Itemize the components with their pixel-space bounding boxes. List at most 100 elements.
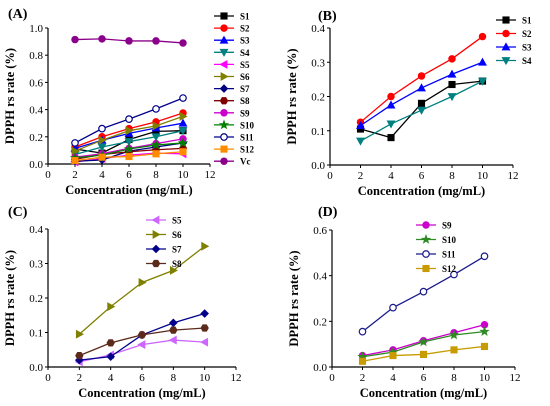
x-tick-label: 0 — [329, 372, 335, 384]
legend-marker-S11 — [422, 250, 430, 258]
x-axis-title: Concentration (mg/mL) — [78, 386, 205, 400]
x-tick-label: 12 — [510, 372, 521, 384]
data-point-S3 — [356, 120, 365, 129]
legend-label-S3: S3 — [240, 36, 250, 46]
legend-label-S10: S10 — [442, 235, 457, 245]
legend-label-Vc: Vc — [240, 157, 251, 167]
y-tick-label: 0.4 — [29, 105, 43, 117]
series-S8 — [75, 324, 209, 360]
legend-label-S4: S4 — [522, 56, 532, 66]
data-point-S4 — [386, 120, 396, 129]
panel-1: (A) 0 2 4 6 8 10 12 0.0 0.2 0.4 0.6 0.8 1.0 Concentrat… — [3, 7, 255, 197]
legend-marker-S11 — [220, 133, 228, 141]
x-tick-label: 6 — [419, 170, 425, 182]
panel-label: (D) — [318, 205, 338, 220]
legend-label-S12: S12 — [442, 264, 457, 274]
data-point-S3 — [478, 57, 487, 66]
legend: S9 S10 S11 S12 — [416, 221, 457, 274]
legend-marker-S7 — [151, 244, 161, 254]
data-point-S3 — [386, 100, 396, 109]
data-point-S10 — [418, 336, 429, 347]
series-line-S6 — [78, 245, 206, 335]
x-tick-label: 6 — [421, 372, 427, 384]
data-point-S10 — [448, 329, 460, 340]
data-point-S7 — [169, 318, 178, 328]
data-point-S6 — [125, 126, 134, 136]
series-S12 — [358, 342, 489, 365]
series-S4 — [356, 77, 487, 146]
data-point-S11 — [98, 124, 106, 133]
data-point-S4 — [417, 106, 426, 115]
y-tick-label: 1.0 — [29, 23, 43, 35]
legend-label-S8: S8 — [240, 96, 250, 106]
panel-label: (A) — [8, 7, 28, 22]
legend-label-S11: S11 — [240, 133, 254, 143]
x-tick-label: 6 — [126, 169, 132, 181]
x-tick-label: 10 — [477, 170, 489, 182]
data-point-S4 — [97, 143, 107, 152]
legend-label-S5: S5 — [240, 60, 250, 70]
panel-label: (B) — [318, 9, 337, 24]
x-tick-label: 12 — [231, 372, 242, 384]
legend-marker-Vc — [220, 157, 228, 165]
data-point-S2 — [478, 32, 487, 41]
legend-marker-S5 — [151, 215, 160, 225]
data-point-S1 — [387, 134, 395, 142]
data-point-S5 — [200, 337, 209, 347]
data-point-Vc — [98, 35, 106, 43]
y-tick-label: 0.4 — [311, 23, 325, 35]
legend-label-S2: S2 — [522, 29, 532, 39]
data-point-S6 — [98, 135, 107, 145]
series-S11 — [358, 252, 489, 336]
panel-2: (B) 0 2 4 6 8 10 12 0.0 0.1 0.2 0.3 0.4 Concentration… — [285, 9, 532, 198]
series-S12 — [71, 148, 187, 165]
data-point-S1 — [417, 99, 426, 107]
data-point-S11 — [358, 327, 367, 336]
x-tick-label: 12 — [508, 170, 519, 182]
data-point-S12 — [389, 352, 397, 360]
legend-marker-S8 — [219, 97, 229, 105]
legend-marker-S12 — [422, 264, 430, 273]
data-point-S2 — [417, 72, 426, 80]
x-tick-label: 2 — [358, 170, 364, 182]
data-point-S8 — [137, 331, 147, 339]
data-point-S6 — [179, 111, 188, 121]
data-point-S4 — [356, 137, 365, 146]
x-tick-label: 0 — [45, 169, 51, 181]
series-S3 — [356, 57, 487, 129]
data-point-S12 — [98, 153, 106, 161]
x-tick-label: 10 — [479, 372, 491, 384]
data-point-S10 — [177, 137, 189, 148]
legend-marker-S12 — [220, 145, 228, 153]
series-S10 — [357, 326, 490, 362]
x-tick-label: 8 — [451, 372, 457, 384]
legend-label-S8: S8 — [172, 259, 182, 269]
data-point-S7 — [106, 352, 115, 361]
series-S11 — [71, 94, 187, 147]
data-point-S4 — [151, 133, 161, 142]
y-tick-label: 0.0 — [29, 362, 43, 374]
data-point-S6 — [107, 302, 116, 312]
legend-label-S1: S1 — [522, 16, 532, 26]
panel-label: (C) — [8, 205, 28, 220]
data-point-S2 — [448, 55, 456, 63]
data-point-S4 — [478, 77, 487, 86]
data-point-S11 — [125, 115, 133, 123]
x-tick-label: 8 — [171, 372, 177, 384]
data-point-S3 — [417, 83, 426, 92]
data-point-S8 — [169, 326, 178, 334]
legend-marker-S2 — [502, 29, 510, 38]
data-point-Vc — [71, 35, 79, 44]
legend-label-S2: S2 — [240, 24, 250, 34]
x-tick-label: 6 — [139, 372, 145, 384]
data-point-S10 — [479, 326, 490, 337]
data-point-Vc — [125, 37, 133, 45]
x-tick-label: 0 — [45, 372, 51, 384]
legend-marker-S3 — [501, 42, 511, 51]
legend-marker-S6 — [220, 72, 229, 81]
data-point-S12 — [152, 150, 160, 158]
legend-marker-S2 — [220, 24, 228, 32]
x-tick-label: 4 — [108, 372, 114, 384]
y-tick-label: 0.2 — [29, 132, 43, 144]
panel-4: (D) 0 2 4 6 8 10 12 0.0 0.2 0.4 0.6 Concentration (m… — [287, 205, 521, 400]
